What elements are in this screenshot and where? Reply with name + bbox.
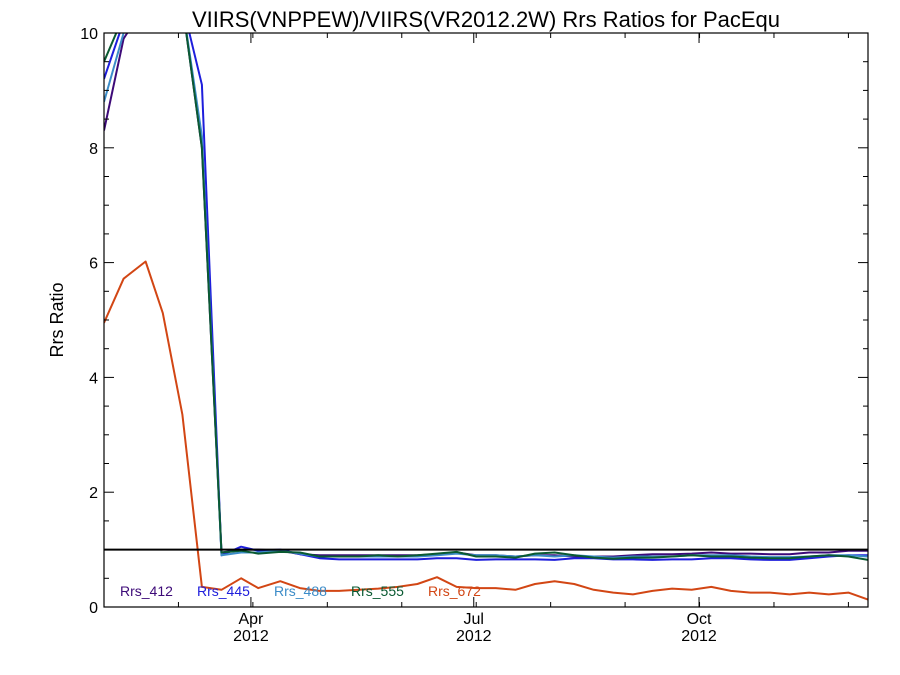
y-tick-label: 0 (89, 600, 98, 617)
legend-entry-rrs-672: Rrs_672 (428, 583, 481, 599)
plot-frame (103, 32, 869, 608)
y-tick-label: 6 (89, 256, 98, 273)
chart-title: VIIRS(VNPPEW)/VIIRS(VR2012.2W) Rrs Ratio… (192, 7, 780, 32)
x-tick-label-year: 2012 (681, 628, 717, 645)
x-tick-label-month: Oct (687, 611, 712, 628)
legend-entry-rrs-555: Rrs_555 (351, 583, 404, 599)
y-axis-label: Rrs Ratio (47, 282, 67, 357)
legend-entry-rrs-488: Rrs_488 (274, 583, 327, 599)
legend: Rrs_412 Rrs_445 Rrs_488 Rrs_555 Rrs_672 (120, 583, 481, 599)
y-axis: 0 2 4 6 8 10 (80, 26, 868, 617)
y-tick-label: 8 (89, 141, 98, 158)
legend-entry-rrs-445: Rrs_445 (197, 583, 250, 599)
series-line-rrs-672 (104, 260, 868, 601)
series-line-rrs-555 (104, 33, 868, 561)
series-layer (104, 33, 868, 601)
x-tick-label-month: Jul (464, 611, 484, 628)
y-tick-label: 10 (80, 26, 98, 43)
x-tick-label-year: 2012 (233, 628, 269, 645)
legend-entry-rrs-412: Rrs_412 (120, 583, 173, 599)
y-tick-label: 4 (89, 370, 98, 387)
y-tick-label: 2 (89, 485, 98, 502)
x-tick-label-month: Apr (238, 611, 264, 628)
series-line-rrs-488 (104, 33, 868, 559)
x-tick-label-year: 2012 (456, 628, 492, 645)
